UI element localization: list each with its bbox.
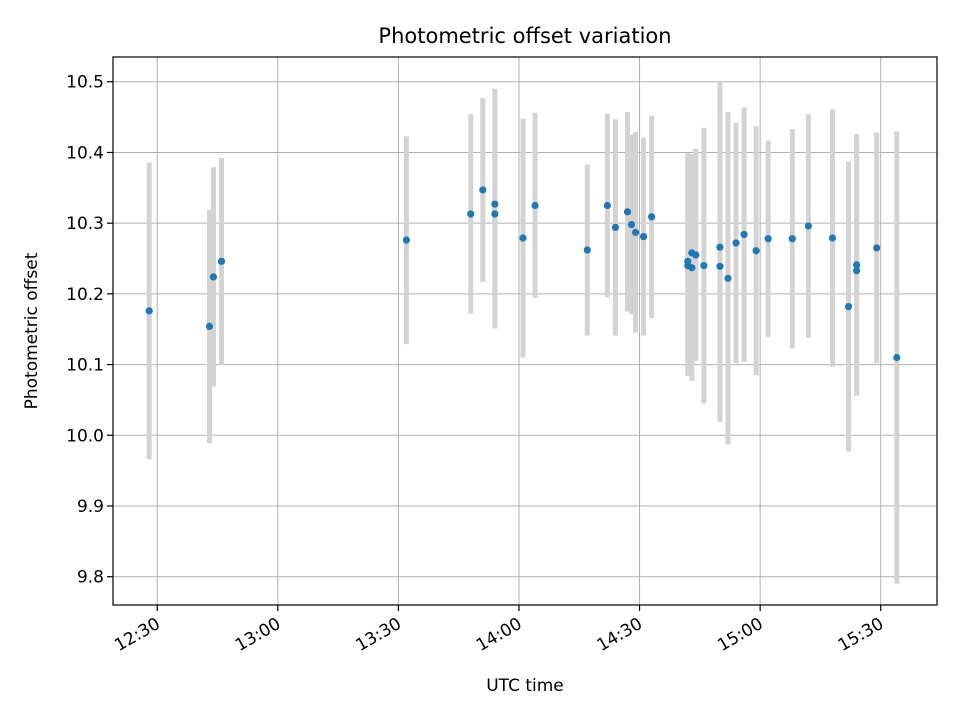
data-point — [700, 261, 708, 270]
data-points — [145, 186, 901, 362]
data-point — [631, 228, 640, 236]
data-point — [648, 213, 656, 221]
data-point — [724, 274, 732, 282]
data-point — [893, 353, 901, 362]
x-axis-ticks: 12:30 13:00 13:30 14:00 14:30 15:00 15:30 — [111, 605, 887, 656]
axes-frame — [112, 56, 938, 606]
y-tick: 10.2 — [66, 285, 113, 305]
x-tick: 15:30 — [835, 605, 887, 656]
x-tick-label: 12:30 — [111, 614, 163, 656]
y-tick: 10.3 — [66, 214, 113, 234]
y-tick-label: 9.8 — [77, 568, 104, 588]
data-point — [873, 244, 881, 252]
y-tick: 9.9 — [77, 497, 113, 517]
x-tick-label: 15:30 — [835, 614, 887, 656]
data-point — [764, 235, 772, 243]
data-point — [853, 261, 861, 269]
data-point — [491, 210, 499, 218]
x-tick-label: 14:30 — [594, 614, 646, 656]
y-axis-label: Photometric offset — [22, 252, 42, 409]
x-axis-label: UTC time — [486, 676, 564, 696]
data-point — [752, 247, 760, 255]
x-tick-label: 13:30 — [352, 614, 404, 656]
y-tick: 9.8 — [77, 568, 113, 588]
x-tick: 12:30 — [111, 605, 164, 656]
data-point — [611, 223, 620, 232]
data-point — [688, 264, 696, 272]
x-tick: 15:00 — [714, 605, 767, 656]
data-point — [623, 208, 632, 216]
data-point — [844, 303, 853, 311]
x-tick: 13:00 — [232, 605, 284, 656]
data-point — [692, 251, 700, 259]
y-tick-label: 10.2 — [66, 285, 104, 305]
y-tick-label: 10.4 — [66, 143, 104, 163]
data-point — [639, 233, 648, 241]
y-tick-label: 10.5 — [66, 73, 104, 93]
y-tick: 10.0 — [66, 426, 113, 446]
data-point — [732, 239, 740, 247]
data-point — [716, 262, 724, 270]
y-tick-label: 10.1 — [66, 356, 104, 376]
data-point — [853, 266, 861, 275]
y-tick-label: 10.0 — [66, 426, 104, 446]
data-point — [479, 186, 487, 194]
data-point — [217, 257, 226, 265]
y-tick: 10.5 — [66, 73, 113, 93]
data-point — [531, 201, 539, 210]
x-tick: 14:00 — [473, 605, 525, 656]
data-point — [491, 200, 499, 208]
data-point — [828, 234, 837, 242]
y-tick-label: 9.9 — [77, 497, 104, 517]
data-point — [583, 246, 591, 254]
data-point — [519, 234, 527, 242]
chart-title: Photometric offset variation — [378, 24, 671, 48]
data-point — [145, 307, 153, 315]
x-tick-label: 13:00 — [232, 614, 284, 656]
x-tick: 13:30 — [352, 605, 405, 656]
data-point — [205, 322, 214, 331]
data-point — [788, 235, 796, 243]
y-tick: 10.1 — [66, 356, 113, 376]
data-point — [209, 273, 218, 281]
y-axis-ticks: 9.8 9.9 10.0 10.1 10.2 10.3 10.4 10.5 — [66, 73, 113, 588]
data-point — [716, 243, 724, 251]
y-tick: 10.4 — [66, 143, 113, 163]
data-point — [804, 222, 812, 230]
data-point — [740, 230, 748, 239]
error-bars — [146, 81, 900, 584]
data-point — [467, 210, 475, 218]
data-point — [402, 236, 411, 244]
x-tick-label: 14:00 — [473, 614, 525, 656]
y-tick-label: 10.3 — [66, 214, 104, 234]
data-point — [627, 220, 636, 229]
x-tick: 14:30 — [594, 605, 646, 656]
x-tick-label: 15:00 — [714, 614, 766, 656]
data-point — [603, 201, 612, 210]
